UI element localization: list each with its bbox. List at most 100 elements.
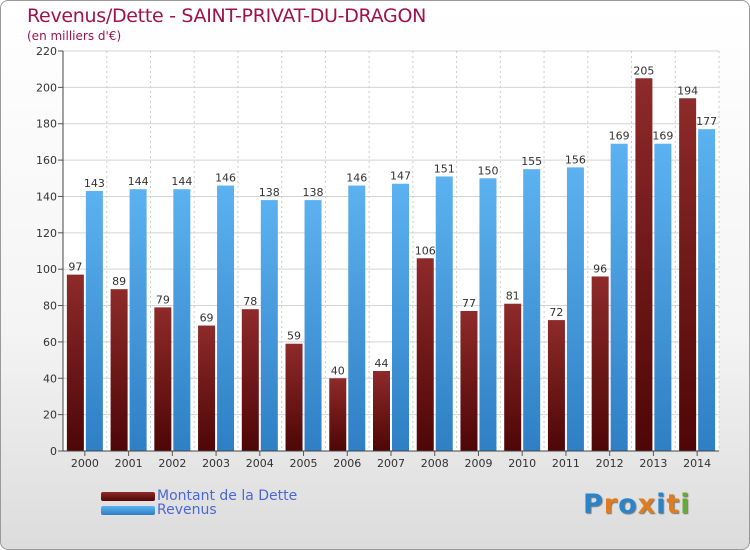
data-label-revenus-2011: 156 — [565, 153, 586, 166]
x-tick-label: 2002 — [158, 457, 186, 470]
bar-debt-2009 — [460, 311, 478, 451]
x-tick-label: 2006 — [333, 457, 361, 470]
bar-revenus-2001 — [129, 189, 147, 451]
data-label-revenus-2009: 150 — [477, 164, 498, 177]
data-label-revenus-2005: 138 — [303, 186, 324, 199]
data-label-debt-2014: 194 — [677, 84, 698, 97]
logo-letter: t — [666, 489, 681, 520]
x-tick-label: 2005 — [290, 457, 318, 470]
bar-debt-2004 — [241, 309, 259, 451]
data-label-revenus-2002: 144 — [171, 175, 192, 188]
bar-debt-2014 — [679, 98, 697, 451]
bar-revenus-2008 — [435, 176, 453, 452]
bar-revenus-2005 — [304, 200, 322, 451]
y-tick-label: 200 — [36, 81, 57, 94]
x-tick-label: 2001 — [115, 457, 143, 470]
bar-revenus-2010 — [523, 169, 541, 451]
bar-revenus-2009 — [479, 178, 497, 452]
legend-label-revenus: Revenus — [157, 502, 217, 518]
legend-item-revenus: Revenus — [101, 502, 217, 518]
data-label-debt-2012: 96 — [593, 262, 607, 275]
bar-debt-2000 — [66, 274, 84, 451]
data-label-debt-2006: 40 — [331, 364, 345, 377]
x-tick-label: 2003 — [202, 457, 230, 470]
bar-debt-2006 — [329, 378, 347, 451]
legend-item-debt: Montant de la Dette — [101, 488, 297, 504]
x-tick-label: 2012 — [596, 457, 624, 470]
bar-debt-2008 — [416, 258, 434, 451]
data-label-debt-2003: 69 — [200, 312, 214, 325]
data-label-revenus-2004: 138 — [259, 186, 280, 199]
bar-debt-2003 — [198, 325, 216, 451]
y-tick-label: 60 — [43, 336, 57, 349]
logo-letter: P — [583, 489, 604, 520]
data-label-debt-2010: 81 — [506, 290, 520, 303]
bar-revenus-2007 — [392, 183, 409, 451]
chart-subtitle: (en milliers d'€) — [27, 29, 122, 43]
bar-debt-2005 — [285, 343, 303, 451]
x-tick-label: 2013 — [639, 457, 667, 470]
y-tick-label: 40 — [43, 372, 57, 385]
logo-letter: i — [680, 489, 691, 520]
x-tick-label: 2008 — [421, 457, 449, 470]
legend-swatch-debt — [101, 491, 155, 501]
x-tick-label: 2007 — [377, 457, 405, 470]
y-tick-label: 160 — [36, 154, 57, 167]
x-tick-label: 2009 — [464, 457, 492, 470]
data-label-debt-2013: 205 — [633, 64, 654, 77]
bar-debt-2013 — [635, 78, 653, 451]
data-label-revenus-2013: 169 — [652, 130, 673, 143]
x-tick-label: 2004 — [246, 457, 274, 470]
data-label-revenus-2010: 155 — [521, 155, 542, 168]
bar-revenus-2004 — [260, 200, 278, 451]
bar-debt-2010 — [504, 303, 522, 451]
y-tick-label: 20 — [43, 409, 57, 422]
y-tick-label: 140 — [36, 190, 57, 203]
x-tick-label: 2014 — [683, 457, 711, 470]
logo-letter: i — [656, 489, 667, 520]
y-tick-label: 100 — [36, 263, 57, 276]
bar-debt-2007 — [373, 371, 390, 451]
data-label-revenus-2006: 146 — [346, 172, 367, 185]
bar-revenus-2006 — [348, 185, 366, 451]
bar-debt-2011 — [547, 320, 565, 451]
data-label-debt-2008: 106 — [415, 244, 436, 257]
bar-debt-2012 — [591, 276, 609, 451]
data-label-debt-2002: 79 — [156, 293, 170, 306]
data-label-revenus-2003: 146 — [215, 172, 236, 185]
y-tick-label: 0 — [50, 445, 57, 458]
data-label-revenus-2014: 177 — [696, 115, 717, 128]
y-tick-label: 180 — [36, 118, 57, 131]
y-tick-label: 80 — [43, 300, 57, 313]
plot-area — [63, 51, 719, 451]
proxiti-logo: Proxiti — [583, 489, 691, 520]
data-label-revenus-2000: 143 — [84, 177, 105, 190]
data-label-revenus-2008: 151 — [434, 162, 455, 175]
data-label-debt-2007: 44 — [375, 357, 389, 370]
bar-revenus-2002 — [173, 189, 191, 451]
bar-revenus-2011 — [566, 167, 584, 451]
data-label-debt-2009: 77 — [462, 297, 476, 310]
data-label-revenus-2012: 169 — [609, 130, 630, 143]
bar-debt-2002 — [154, 307, 172, 451]
logo-letter: r — [603, 489, 619, 520]
data-label-debt-2001: 89 — [112, 275, 126, 288]
bar-revenus-2000 — [85, 191, 103, 451]
y-tick-label: 120 — [36, 227, 57, 240]
legend-swatch-revenus — [101, 505, 155, 515]
legend-label-debt: Montant de la Dette — [157, 488, 298, 504]
data-label-debt-2004: 78 — [243, 295, 257, 308]
data-label-debt-2011: 72 — [549, 306, 563, 319]
data-label-debt-2005: 59 — [287, 330, 301, 343]
chart-title: Revenus/Dette - SAINT-PRIVAT-DU-DRAGON — [27, 5, 427, 27]
x-tick-label: 2000 — [71, 457, 99, 470]
logo-letter: x — [637, 489, 657, 520]
x-tick-label: 2011 — [552, 457, 580, 470]
y-tick-label: 220 — [36, 45, 57, 58]
bar-revenus-2013 — [654, 143, 672, 451]
bar-revenus-2003 — [217, 185, 235, 451]
bar-revenus-2014 — [698, 129, 716, 451]
data-label-revenus-2007: 147 — [390, 170, 411, 183]
